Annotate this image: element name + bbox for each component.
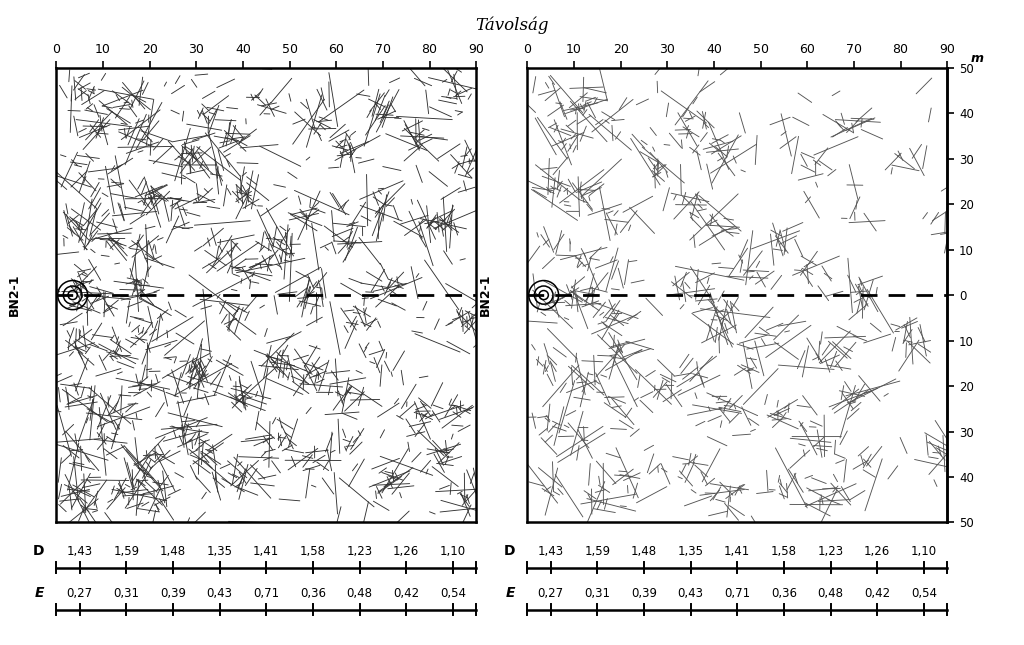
Text: 1,43: 1,43 xyxy=(67,545,93,558)
Text: E: E xyxy=(35,586,44,600)
Text: 1,48: 1,48 xyxy=(160,545,186,558)
Text: 0,36: 0,36 xyxy=(771,587,797,600)
Text: 1,23: 1,23 xyxy=(817,545,844,558)
Text: 0,31: 0,31 xyxy=(585,587,610,600)
Text: 1,35: 1,35 xyxy=(207,545,232,558)
Text: 0,54: 0,54 xyxy=(440,587,466,600)
Text: 0,43: 0,43 xyxy=(207,587,232,600)
Text: 0,36: 0,36 xyxy=(300,587,326,600)
Text: Távolság: Távolság xyxy=(475,16,549,34)
Text: m: m xyxy=(971,52,983,65)
Text: BN2-1: BN2-1 xyxy=(479,274,492,316)
Text: 1,59: 1,59 xyxy=(114,545,139,558)
Text: 0,31: 0,31 xyxy=(114,587,139,600)
Text: 1,10: 1,10 xyxy=(439,545,466,558)
Text: 0,43: 0,43 xyxy=(678,587,703,600)
Text: 1,58: 1,58 xyxy=(771,545,797,558)
Text: 1,26: 1,26 xyxy=(393,545,419,558)
Text: 0,54: 0,54 xyxy=(911,587,937,600)
Text: 1,59: 1,59 xyxy=(585,545,610,558)
Text: D: D xyxy=(504,544,515,559)
Text: 1,41: 1,41 xyxy=(253,545,280,558)
Text: E: E xyxy=(506,586,515,600)
Text: D: D xyxy=(33,544,44,559)
Text: 1,26: 1,26 xyxy=(864,545,890,558)
Text: 1,48: 1,48 xyxy=(631,545,657,558)
Text: 1,41: 1,41 xyxy=(724,545,751,558)
Text: 0,42: 0,42 xyxy=(864,587,890,600)
Text: 1,43: 1,43 xyxy=(538,545,564,558)
Text: 0,71: 0,71 xyxy=(724,587,751,600)
Text: 0,39: 0,39 xyxy=(160,587,186,600)
Text: BN2-1: BN2-1 xyxy=(8,274,20,316)
Text: 0,27: 0,27 xyxy=(67,587,93,600)
Text: 1,10: 1,10 xyxy=(910,545,937,558)
Text: 1,23: 1,23 xyxy=(346,545,373,558)
Text: 0,42: 0,42 xyxy=(393,587,419,600)
Text: 1,58: 1,58 xyxy=(300,545,326,558)
Text: 0,48: 0,48 xyxy=(346,587,373,600)
Text: 0,39: 0,39 xyxy=(631,587,657,600)
Text: 0,48: 0,48 xyxy=(817,587,844,600)
Text: 0,27: 0,27 xyxy=(538,587,564,600)
Text: 1,35: 1,35 xyxy=(678,545,703,558)
Text: 0,71: 0,71 xyxy=(253,587,280,600)
